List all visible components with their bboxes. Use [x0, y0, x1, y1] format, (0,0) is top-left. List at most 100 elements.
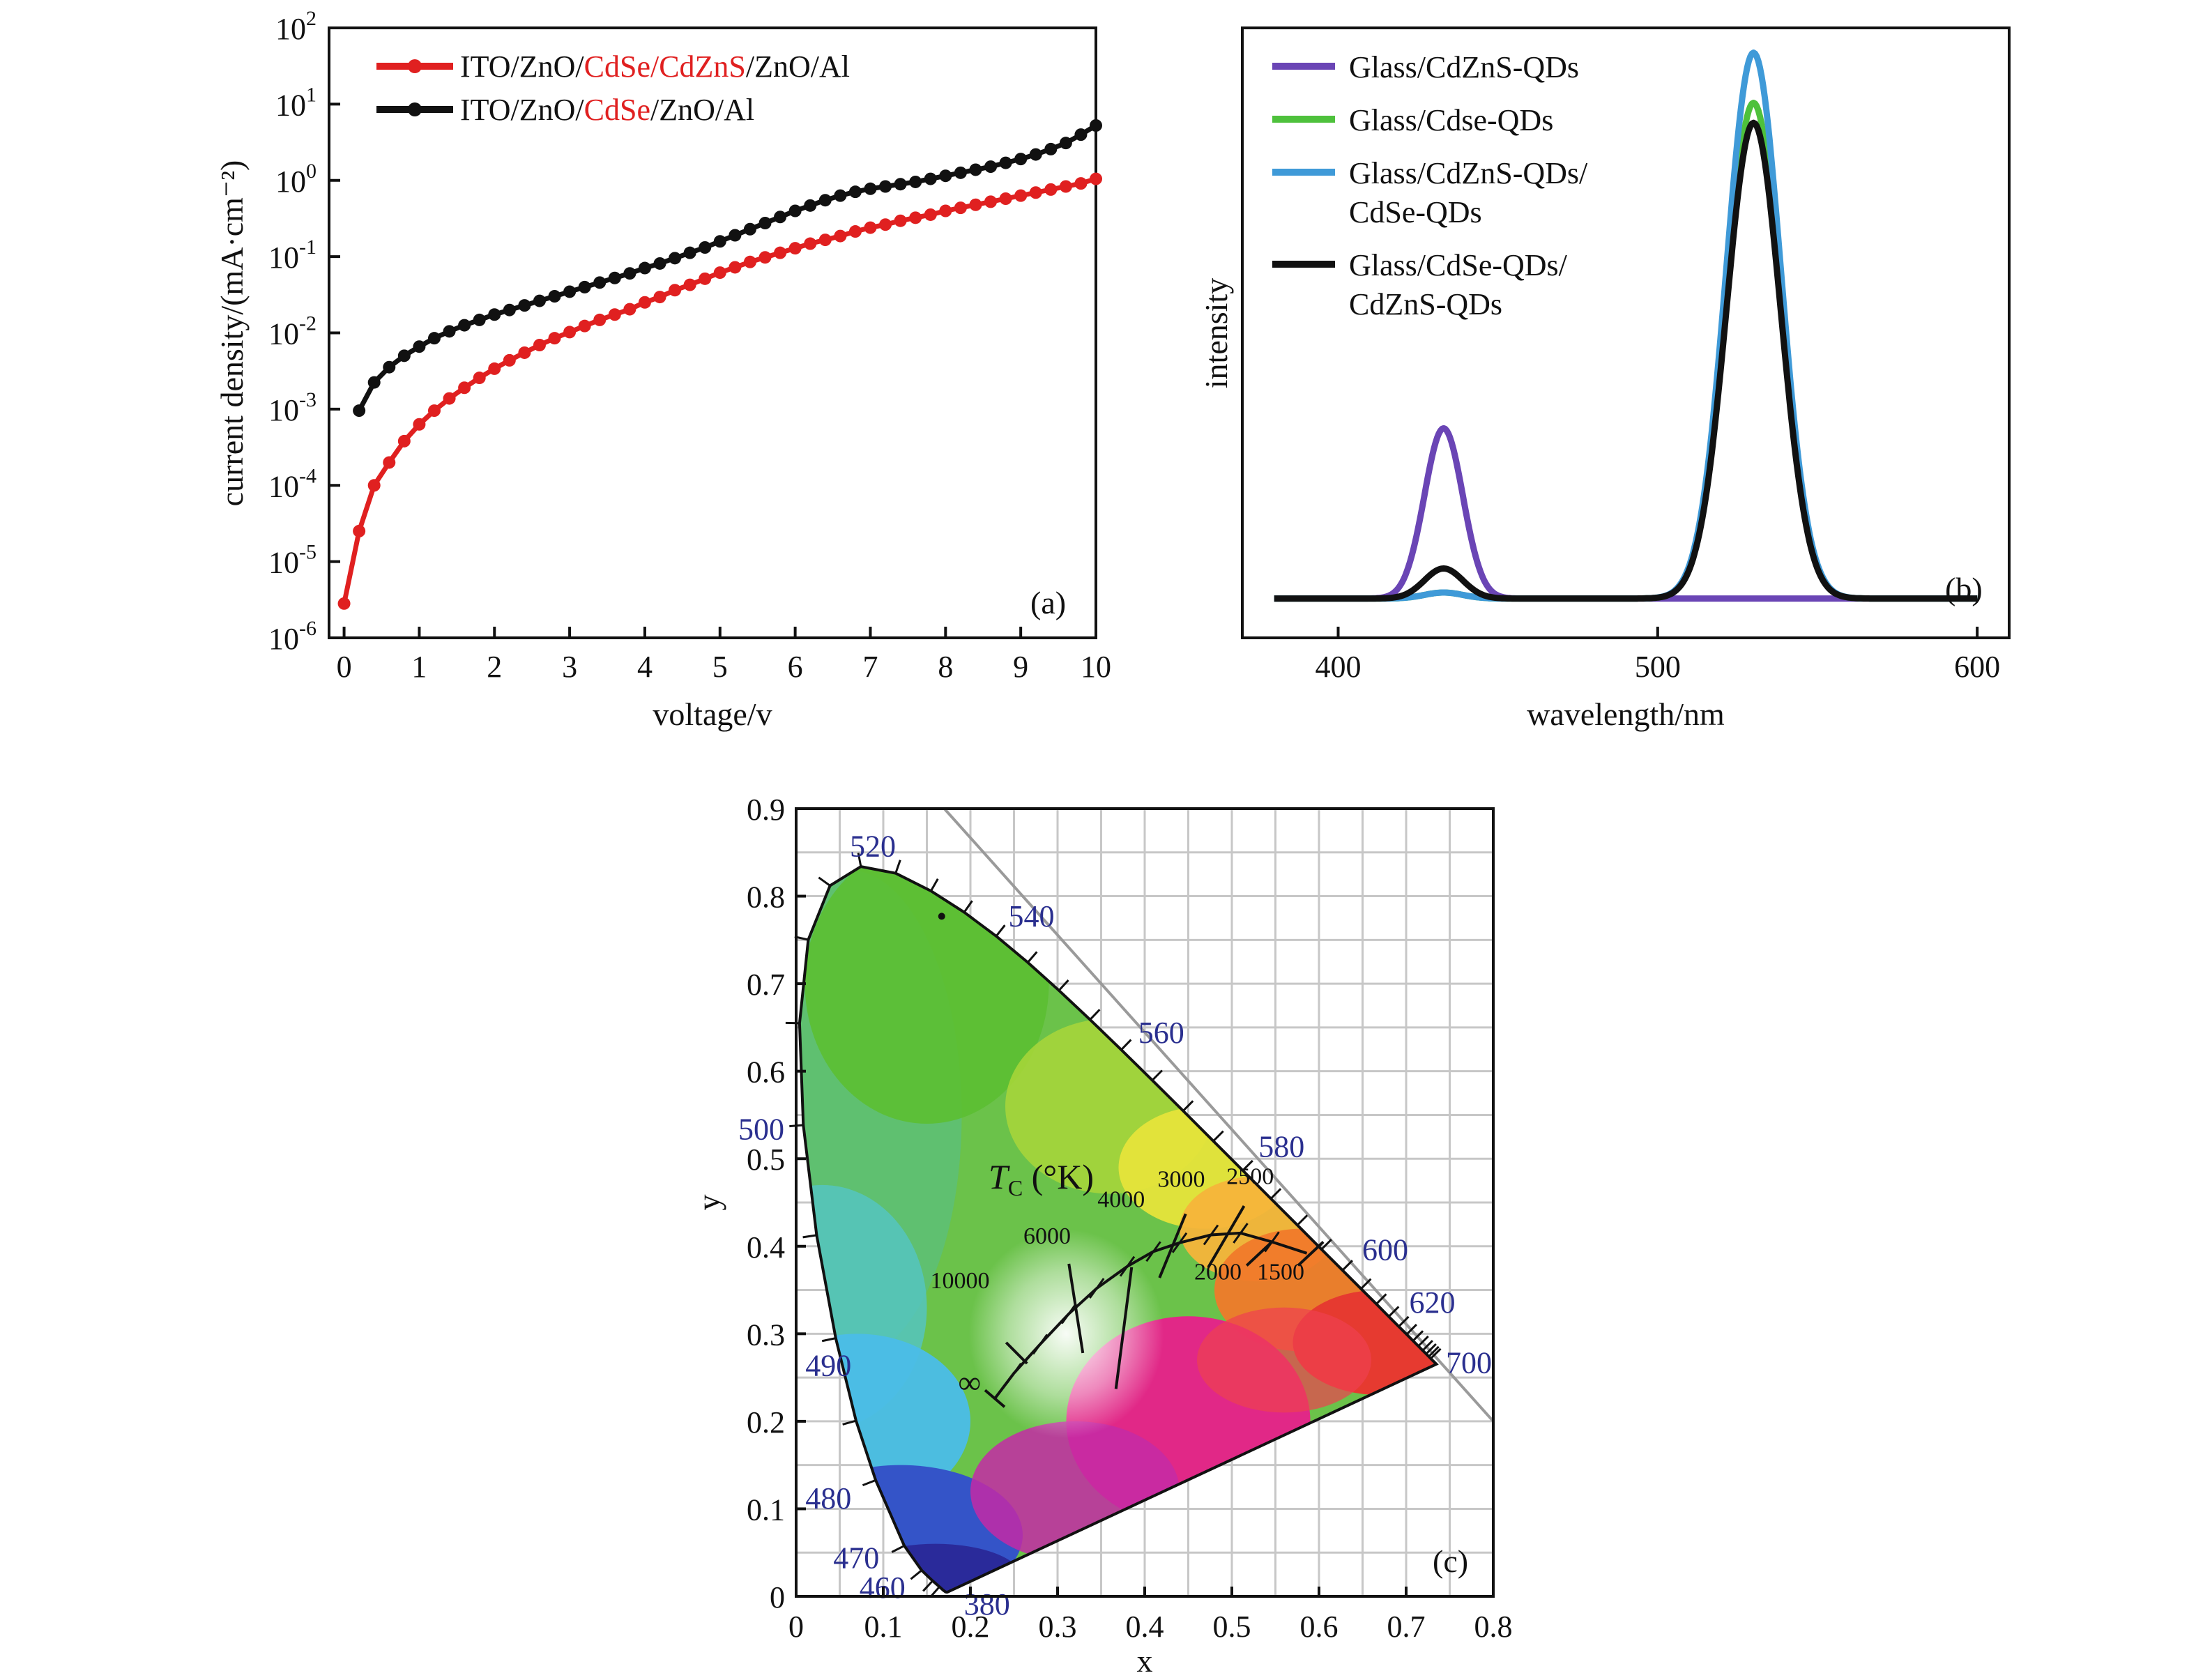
locus-tick-23	[995, 924, 1006, 937]
panel-a-current-density-chart: 0 1 2 3 4 5 6 7 8 9 1010210110010-110-210-310-410-…	[214, 7, 1111, 732]
locus-tick-25	[1058, 979, 1069, 991]
planckian-hatch-1	[1006, 1362, 1022, 1384]
series-0-point-27	[743, 255, 756, 268]
panel-c-labels: 520540560580500600620490700480470460380	[738, 830, 1492, 1621]
series-1-point-38	[924, 172, 937, 185]
series-0-point-6	[427, 404, 441, 418]
x-tick-label-600: 600	[1954, 650, 2000, 684]
y-tick-label-0: 0	[770, 1580, 785, 1614]
series-1-point-43	[999, 156, 1012, 169]
series-0-point-17	[593, 313, 607, 326]
series-1-point-14	[563, 285, 577, 298]
y-tick-exponent: 2	[306, 7, 317, 30]
series-1-point-26	[743, 222, 756, 236]
series-0-point-26	[729, 261, 742, 274]
series-0-point-24	[699, 272, 712, 285]
isotherm-2500	[1207, 1205, 1246, 1268]
x-tick-label-500: 500	[1635, 650, 1681, 684]
locus-tick-18	[818, 876, 831, 887]
series-1-point-21	[669, 252, 682, 265]
legend-label-cdse: ITO/ZnO/CdSe/ZnO/Al	[460, 93, 754, 127]
y-tick-base: 10	[275, 12, 306, 46]
series-1-point-46	[1044, 142, 1058, 155]
series-1-point-19	[638, 261, 651, 275]
y-tick-label-0.6: 0.6	[747, 1055, 785, 1090]
spectrum-line-3	[1272, 119, 1979, 602]
panel-b-label: (b)	[1945, 571, 1983, 606]
series-1-point-8	[473, 313, 486, 326]
isotherm-4000	[1114, 1267, 1134, 1389]
y-tick-exponent: -6	[299, 617, 317, 640]
series-1-point-12	[533, 294, 546, 307]
locus-tick-10	[891, 1545, 905, 1553]
series-0-point-9	[473, 372, 486, 385]
series-0-point-50	[1090, 172, 1102, 185]
series-0-point-46	[1029, 186, 1042, 199]
y-tick-base: 10	[268, 240, 299, 275]
locus-tick-45	[1428, 1345, 1440, 1358]
series-1-point-25	[729, 229, 742, 242]
series-1-point-44	[1014, 153, 1028, 166]
series-1-point-33	[848, 185, 862, 199]
y-tick-exponent: -5	[299, 541, 317, 564]
series-0-point-36	[879, 218, 892, 231]
isotherm-label-2500: 2500	[1226, 1164, 1274, 1190]
series-0-point-3	[383, 456, 396, 469]
series-1-point-27	[758, 217, 772, 229]
x-tick-label-2: 2	[487, 650, 502, 684]
x-tick-label-6: 6	[788, 650, 803, 684]
locus-tick-29	[1182, 1100, 1194, 1112]
gamut-marker-dot	[938, 912, 945, 920]
x-tick-label-7: 7	[862, 650, 878, 684]
y-tick-label-0.3: 0.3	[747, 1318, 785, 1352]
y-tick-label-0.7: 0.7	[747, 968, 785, 1002]
legend-marker-cdse-cdzns	[408, 59, 422, 73]
planckian-hatch-6	[1145, 1241, 1161, 1262]
series-1-point-37	[909, 175, 922, 188]
x-tick-label-0.1: 0.1	[864, 1610, 903, 1644]
y-tick-exponent: -2	[299, 312, 317, 335]
y-tick-label-1e-2: 10-2	[268, 312, 317, 351]
y-tick-base: 10	[275, 165, 306, 199]
series-1-point-40	[954, 166, 967, 179]
y-tick-base: 10	[268, 469, 299, 503]
planckian-hatch-2	[1032, 1334, 1049, 1355]
locus-tick-11	[862, 1479, 876, 1486]
series-1-point-22	[683, 246, 696, 259]
series-0-point-39	[924, 208, 937, 221]
x-tick-label-0.5: 0.5	[1213, 1610, 1251, 1644]
y-tick-exponent: 0	[306, 160, 317, 183]
series-0-point-10	[488, 362, 501, 375]
panel-c-x-axis-label: x	[1137, 1643, 1153, 1679]
y-tick-label-1e2: 102	[275, 7, 317, 46]
series-0-point-40	[939, 204, 952, 217]
planckian-hatch-9	[1233, 1223, 1249, 1244]
y-tick-exponent: -3	[299, 388, 317, 411]
x-tick-label-0: 0	[788, 1610, 804, 1644]
panel-c-ticks: 0 0.1 0.2 0.3 0.4 0.5 0.6 0.7 0.8 0 0.1 0.2 0.3 0.4 0.…	[747, 793, 1513, 1644]
locus-tick-12	[842, 1419, 857, 1426]
x-tick-label-9: 9	[1013, 650, 1028, 684]
locus-tick-43	[1421, 1340, 1433, 1352]
locus-tick-31	[1242, 1159, 1253, 1172]
planckian-hatch-8	[1203, 1224, 1219, 1246]
isotherm-label-10000: 10000	[931, 1268, 990, 1294]
y-tick-label-0.8: 0.8	[747, 880, 785, 915]
x-tick-label-400: 400	[1316, 650, 1362, 684]
x-tick-label-4: 4	[637, 650, 653, 684]
series-1-point-16	[593, 276, 607, 289]
panel-a-x-axis-label: voltage/v	[653, 696, 772, 732]
series-0-point-34	[848, 225, 862, 238]
x-tick-label-5: 5	[712, 650, 728, 684]
series-0-point-11	[503, 353, 516, 367]
x-tick-label-10: 10	[1081, 650, 1111, 684]
series-1-point-11	[518, 299, 531, 312]
planckian-hatch-4	[1089, 1278, 1105, 1299]
y-tick-label-0.1: 0.1	[747, 1492, 785, 1527]
x-tick-label-8: 8	[938, 650, 953, 684]
y-tick-base: 10	[268, 317, 299, 351]
series-0-point-8	[458, 381, 471, 395]
series-0-point-48	[1059, 180, 1072, 193]
